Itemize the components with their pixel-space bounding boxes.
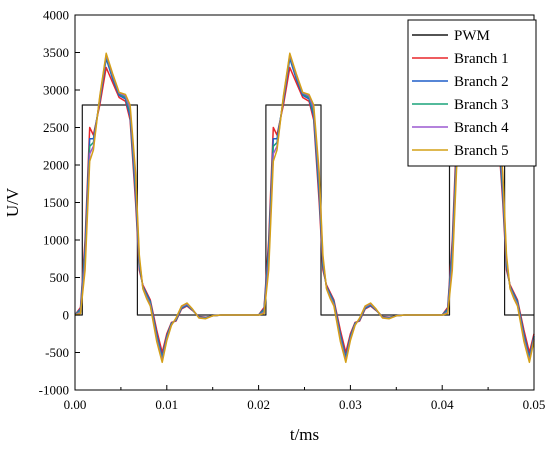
x-tick-label: 0.02 (247, 397, 270, 412)
y-tick-label: 2000 (43, 158, 69, 173)
legend-label: Branch 4 (454, 120, 509, 136)
legend-label: Branch 5 (454, 143, 509, 159)
legend-label: Branch 1 (454, 51, 509, 67)
y-tick-label: 1000 (43, 233, 69, 248)
x-axis-title: t/ms (290, 425, 319, 444)
x-tick-label: 0.05 (523, 397, 546, 412)
y-tick-label: -1000 (39, 383, 69, 398)
legend-label: PWM (454, 28, 490, 44)
legend-box (407, 19, 537, 167)
x-tick-label: 0.04 (431, 397, 454, 412)
y-tick-label: -500 (45, 345, 69, 360)
y-tick-label: 500 (50, 270, 70, 285)
y-tick-label: 2500 (43, 120, 69, 135)
x-tick-label: 0.00 (64, 397, 87, 412)
y-tick-label: 3000 (43, 83, 69, 98)
x-tick-label: 0.03 (339, 397, 362, 412)
x-tick-label: 0.01 (155, 397, 178, 412)
y-tick-label: 4000 (43, 8, 69, 23)
legend: PWM Branch 1 Branch 2 Branch 3 Branch 4 Branc… (407, 19, 537, 167)
y-axis-title: U/V (3, 187, 22, 217)
legend-label: Branch 2 (454, 74, 509, 90)
y-tick-label: 0 (63, 308, 70, 323)
y-tick-label: 1500 (43, 195, 69, 210)
legend-label: Branch 3 (454, 97, 509, 113)
ticks-layer: 0.00 0.01 0.02 0.03 0.04 0.05 -1000 -500 0 500 100… (39, 8, 546, 413)
y-tick-label: 3500 (43, 45, 69, 60)
